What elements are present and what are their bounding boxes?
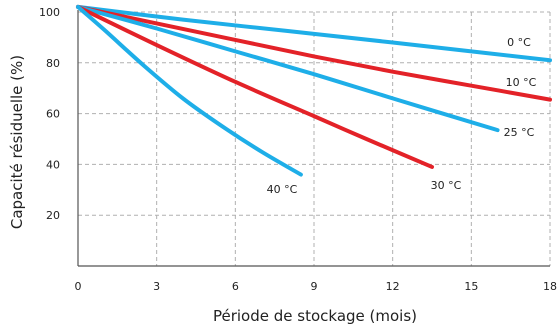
series-line-3	[76, 4, 434, 169]
y-tick-label: 80	[46, 57, 60, 70]
tick-labels: 0 3 6 9 12 15 18 20 40 60 80 100	[39, 6, 557, 293]
y-tick-label: 100	[39, 6, 60, 19]
y-tick-label: 40	[46, 158, 60, 171]
series-labels: 0 °C 10 °C 25 °C 30 °C 40 °C	[267, 36, 537, 196]
x-tick-label: 3	[153, 280, 160, 293]
x-tick-label: 6	[232, 280, 239, 293]
series-label-3: 30 °C	[431, 179, 462, 192]
x-tick-label: 15	[464, 280, 478, 293]
y-axis-title: Capacité résiduelle (%)	[8, 55, 26, 229]
x-tick-label: 0	[75, 280, 82, 293]
axes	[77, 10, 550, 267]
series-line-2	[76, 4, 500, 133]
series-label-2: 25 °C	[504, 126, 535, 139]
series-label-4: 40 °C	[267, 183, 298, 196]
y-tick-label: 20	[46, 209, 60, 222]
y-tick-label: 60	[46, 108, 60, 121]
series-line-0	[76, 4, 552, 63]
series-label-0: 0 °C	[507, 36, 531, 49]
grid	[78, 11, 551, 266]
x-tick-label: 9	[311, 280, 318, 293]
x-axis-title: Période de stockage (mois)	[213, 307, 417, 325]
series-line-4	[76, 4, 303, 177]
series-label-1: 10 °C	[506, 76, 537, 89]
x-tick-label: 18	[543, 280, 557, 293]
series-line-1	[76, 4, 552, 102]
x-tick-label: 12	[386, 280, 400, 293]
series	[76, 4, 552, 177]
